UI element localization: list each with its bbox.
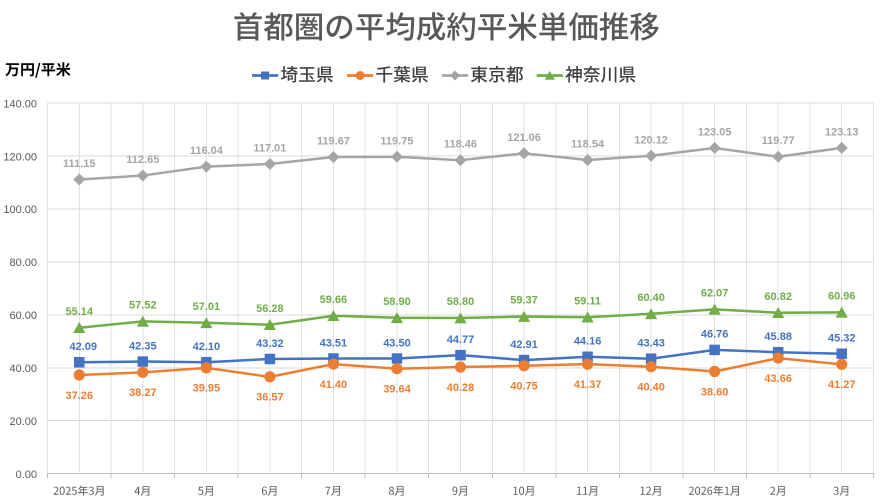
svg-text:59.66: 59.66 [320,294,348,306]
svg-text:42.09: 42.09 [70,341,98,353]
svg-text:40.40: 40.40 [637,382,665,394]
svg-text:40.28: 40.28 [447,382,475,394]
svg-text:118.54: 118.54 [571,138,605,150]
svg-text:59.37: 59.37 [510,295,538,307]
svg-text:119.75: 119.75 [380,135,413,147]
svg-text:37.26: 37.26 [66,390,94,402]
svg-text:38.60: 38.60 [701,386,729,398]
svg-text:40.00: 40.00 [9,363,37,375]
svg-text:42.10: 42.10 [193,341,221,353]
svg-text:39.64: 39.64 [383,384,411,396]
svg-text:43.43: 43.43 [637,338,665,350]
svg-text:123.05: 123.05 [698,127,732,139]
svg-text:60.40: 60.40 [637,292,665,304]
svg-text:58.90: 58.90 [383,296,411,308]
svg-text:123.13: 123.13 [825,126,859,138]
svg-text:60.96: 60.96 [828,291,856,303]
svg-text:45.88: 45.88 [764,331,792,343]
svg-text:119.67: 119.67 [317,135,350,147]
svg-text:119.77: 119.77 [762,135,795,147]
svg-text:58.80: 58.80 [447,296,475,308]
svg-text:20.00: 20.00 [9,416,37,428]
svg-text:116.04: 116.04 [190,145,224,157]
svg-text:43.66: 43.66 [764,373,792,385]
svg-text:117.01: 117.01 [253,143,286,155]
svg-text:45.32: 45.32 [828,333,856,345]
svg-text:43.51: 43.51 [320,337,348,349]
svg-text:140.00: 140.00 [3,98,37,110]
svg-text:56.28: 56.28 [256,303,284,315]
svg-text:80.00: 80.00 [9,257,37,269]
svg-text:59.11: 59.11 [574,295,601,307]
svg-text:41.27: 41.27 [828,379,856,391]
svg-text:118.46: 118.46 [444,139,477,151]
svg-text:112.65: 112.65 [126,154,159,166]
svg-text:111.15: 111.15 [63,158,95,170]
svg-text:42.91: 42.91 [510,339,538,351]
svg-text:46.76: 46.76 [701,329,729,341]
svg-text:36.57: 36.57 [256,392,284,404]
svg-text:43.50: 43.50 [383,337,411,349]
svg-text:100.00: 100.00 [3,204,37,216]
svg-text:57.52: 57.52 [129,300,157,312]
svg-text:44.16: 44.16 [574,336,602,348]
svg-text:120.00: 120.00 [3,151,37,163]
svg-text:57.01: 57.01 [193,301,221,313]
svg-text:41.40: 41.40 [320,379,348,391]
svg-text:43.32: 43.32 [256,338,284,350]
svg-text:60.82: 60.82 [764,291,792,303]
svg-text:42.35: 42.35 [129,340,157,352]
svg-text:120.12: 120.12 [634,134,668,146]
svg-text:38.27: 38.27 [129,387,157,399]
svg-text:55.14: 55.14 [66,306,94,318]
svg-text:39.95: 39.95 [193,383,221,395]
svg-text:62.07: 62.07 [701,288,729,300]
svg-text:60.00: 60.00 [9,310,37,322]
svg-text:40.75: 40.75 [510,381,538,393]
svg-text:121.06: 121.06 [507,132,541,144]
svg-text:0.00: 0.00 [16,469,37,481]
svg-text:41.37: 41.37 [574,379,602,391]
svg-text:44.77: 44.77 [447,334,475,346]
